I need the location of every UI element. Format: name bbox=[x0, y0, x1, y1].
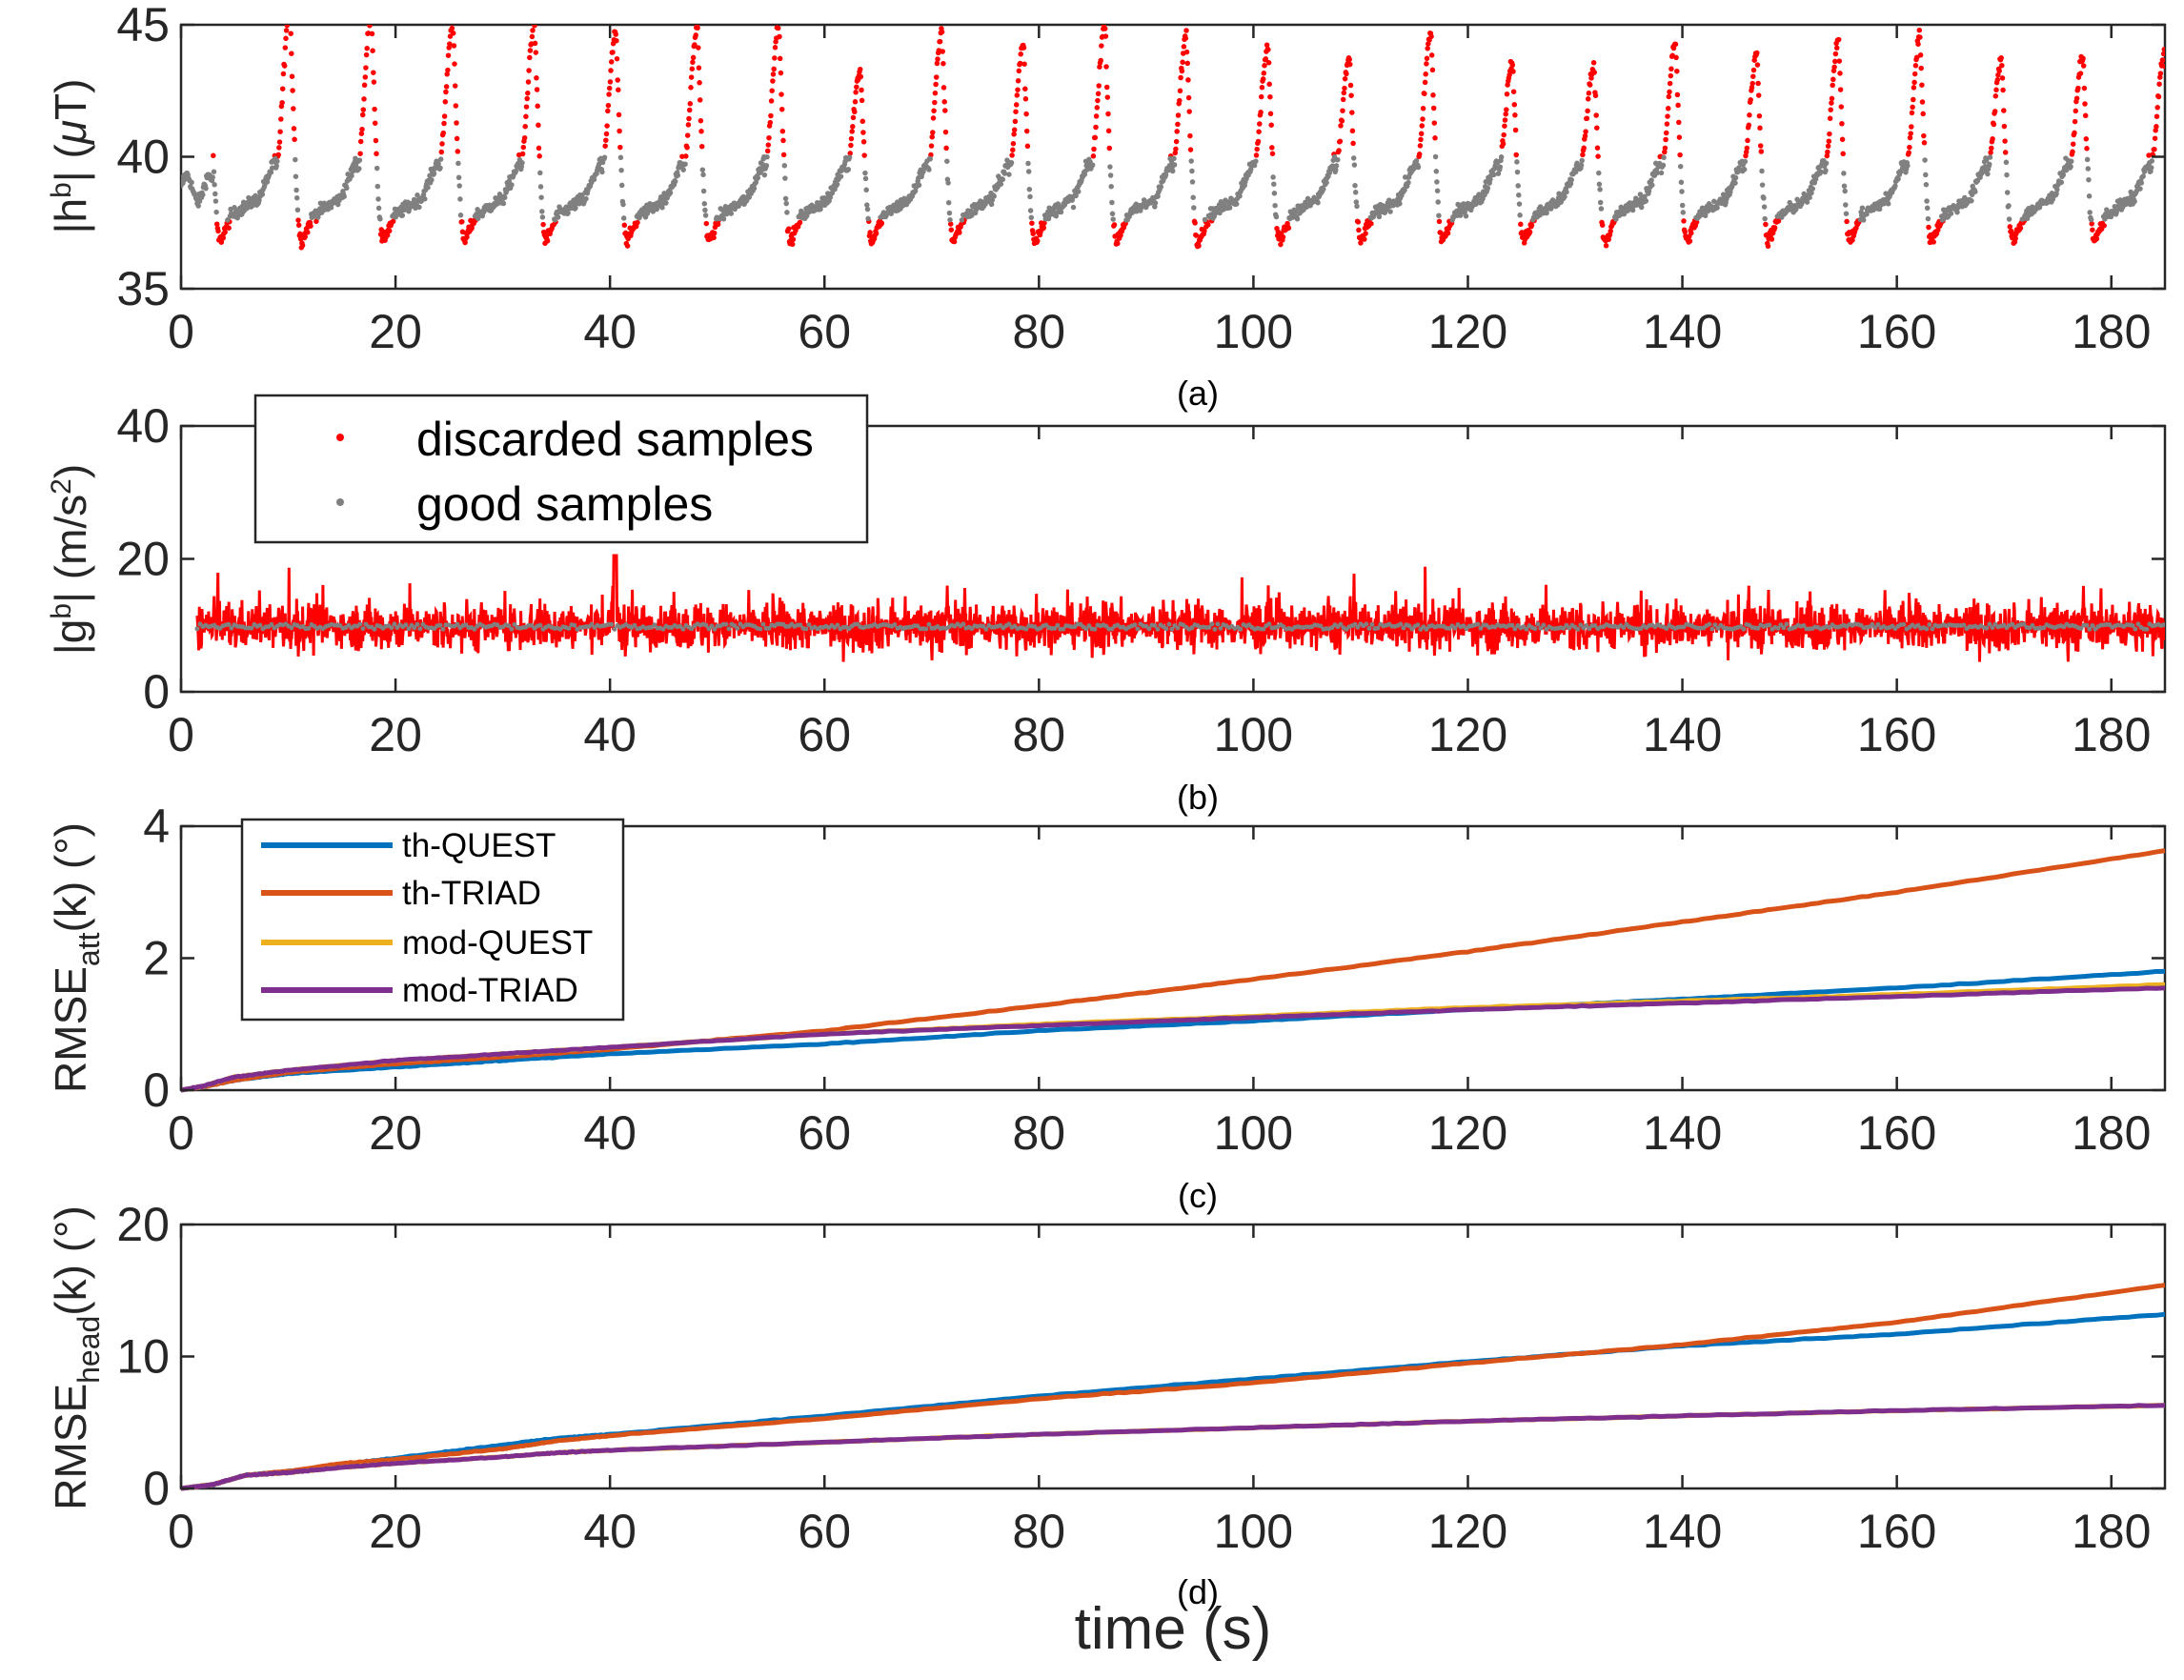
panel-d-plot-area bbox=[179, 1283, 2166, 1491]
panel-d-xtick-label: 60 bbox=[798, 1505, 851, 1558]
panel-b-plot-area bbox=[194, 554, 2165, 662]
panel-b-xtick-label: 60 bbox=[798, 708, 851, 761]
panel-a-xtick-label: 60 bbox=[798, 305, 851, 358]
panel-d-xtick-label: 40 bbox=[583, 1505, 637, 1558]
panel-d-xtick-label: 120 bbox=[1428, 1505, 1507, 1558]
panel-b-xtick-label: 20 bbox=[369, 708, 422, 761]
panel-b-good-samples bbox=[194, 621, 2165, 632]
panel-b-xtick-label: 140 bbox=[1643, 708, 1722, 761]
panel-d-xtick-label: 180 bbox=[2072, 1505, 2151, 1558]
panel-a-ticks: 0 20 40 60 80 100 120 140 160 180 35 40 45 bbox=[116, 0, 2165, 358]
panel-c-ytick-label: 2 bbox=[143, 932, 170, 985]
panel-d-xtick-label: 20 bbox=[369, 1505, 422, 1558]
panel-d-ylabel: RMSEhead(k) (°) bbox=[46, 1205, 106, 1510]
panel-c-ytick-label: 0 bbox=[143, 1063, 170, 1117]
panel-c-xtick-label: 160 bbox=[1857, 1106, 1936, 1160]
panel-c-series-mod-triad bbox=[179, 985, 2166, 1093]
legend-good-label: good samples bbox=[416, 477, 713, 531]
panel-a-ytick-label: 40 bbox=[116, 131, 170, 184]
panel-c-xtick-label: 20 bbox=[369, 1106, 422, 1160]
legend-discarded-label: discarded samples bbox=[416, 413, 814, 466]
legend-mod-triad-label: mod-TRIAD bbox=[402, 972, 578, 1009]
panel-d-ytick-label: 0 bbox=[143, 1462, 170, 1515]
panel-d-xtick-label: 140 bbox=[1643, 1505, 1722, 1558]
legend-th-quest-label: th-QUEST bbox=[402, 827, 556, 864]
panel-c-xtick-label: 0 bbox=[168, 1106, 194, 1160]
panel-c-caption: (c) bbox=[1178, 1176, 1218, 1215]
panel-a-xtick-label: 180 bbox=[2072, 305, 2151, 358]
panel-b-xtick-label: 0 bbox=[168, 708, 194, 761]
panel-c-ylabel: RMSEatt(k) (°) bbox=[46, 822, 106, 1093]
panel-c-xtick-label: 40 bbox=[583, 1106, 637, 1160]
panel-c-ytick-label: 4 bbox=[143, 800, 170, 853]
panel-a-xtick-label: 80 bbox=[1013, 305, 1066, 358]
panel-d-xtick-label: 100 bbox=[1214, 1505, 1293, 1558]
panel-b-xtick-label: 120 bbox=[1428, 708, 1507, 761]
panel-c-xtick-label: 140 bbox=[1643, 1106, 1722, 1160]
panel-a-ylabel: |hb| (μT) bbox=[46, 79, 95, 234]
panel-a-good-samples bbox=[181, 153, 2155, 223]
panel-a-xtick-label: 100 bbox=[1214, 305, 1293, 358]
panel-b-xtick-label: 180 bbox=[2072, 708, 2151, 761]
panel-b-ytick-label: 40 bbox=[116, 399, 170, 453]
panel-d-series-mod-triad bbox=[179, 1403, 2166, 1491]
panel-b-discarded-samples bbox=[195, 554, 2165, 662]
panel-b-ticks: 0 20 40 60 80 100 120 140 160 180 0 20 40 bbox=[116, 399, 2165, 761]
panel-b-legend: discarded samples good samples bbox=[253, 394, 869, 544]
panel-c-xtick-label: 80 bbox=[1013, 1106, 1066, 1160]
panel-d-xtick-label: 160 bbox=[1857, 1505, 1936, 1558]
panel-d-xtick-label: 80 bbox=[1013, 1505, 1066, 1558]
panel-d-caption: (d) bbox=[1177, 1572, 1219, 1611]
panel-c-xtick-label: 180 bbox=[2072, 1106, 2151, 1160]
panel-a: 0 20 40 60 80 100 120 140 160 180 35 40 45 |hb| (μT)… bbox=[46, 0, 2167, 413]
legend-discarded-marker bbox=[336, 434, 344, 441]
x-axis-label: time (s) bbox=[1075, 1596, 1272, 1662]
panel-b-xtick-label: 40 bbox=[583, 708, 637, 761]
panel-b: 0 20 40 60 80 100 120 140 160 180 0 20 40 |gb| (m/s2… bbox=[46, 394, 2167, 817]
panel-a-plot-area bbox=[181, 25, 2165, 251]
legend-good-marker bbox=[336, 498, 344, 506]
panel-b-legend-box bbox=[253, 394, 869, 544]
panel-c-xtick-label: 60 bbox=[798, 1106, 851, 1160]
panel-b-ylabel: |gb| (m/s2) bbox=[46, 464, 95, 655]
panel-a-ytick-label: 35 bbox=[116, 262, 170, 315]
panel-d-ticks: 0 20 40 60 80 100 120 140 160 180 0 10 20 bbox=[116, 1198, 2165, 1558]
panel-d-xtick-label: 0 bbox=[168, 1505, 194, 1558]
panel-d-ytick-label: 20 bbox=[116, 1198, 170, 1251]
panel-a-xtick-label: 0 bbox=[168, 305, 194, 358]
panel-b-caption: (b) bbox=[1177, 778, 1219, 817]
panel-c-legend: th-QUEST th-TRIAD mod-QUEST mod-TRIAD bbox=[240, 818, 625, 1022]
panel-c-ticks: 0 20 40 60 80 100 120 140 160 180 0 2 4 bbox=[143, 800, 2165, 1160]
panel-a-xtick-label: 160 bbox=[1857, 305, 1936, 358]
panel-c-xtick-label: 120 bbox=[1428, 1106, 1507, 1160]
panel-a-discarded-samples bbox=[211, 25, 2165, 251]
panel-a-caption: (a) bbox=[1177, 374, 1219, 413]
panel-c-legend-box bbox=[240, 818, 625, 1022]
panel-a-xtick-label: 140 bbox=[1643, 305, 1722, 358]
panel-b-xtick-label: 100 bbox=[1214, 708, 1293, 761]
panel-d-ytick-label: 10 bbox=[116, 1330, 170, 1384]
panel-d: 0 20 40 60 80 100 120 140 160 180 0 10 20 RMSEhead(k… bbox=[46, 1198, 2167, 1662]
panel-a-xtick-label: 40 bbox=[583, 305, 637, 358]
legend-th-triad-label: th-TRIAD bbox=[402, 875, 541, 912]
panel-b-xtick-label: 80 bbox=[1013, 708, 1066, 761]
panel-a-ytick-label: 45 bbox=[116, 0, 170, 51]
panel-c-xtick-label: 100 bbox=[1214, 1106, 1293, 1160]
panel-a-xtick-label: 120 bbox=[1428, 305, 1507, 358]
legend-mod-quest-label: mod-QUEST bbox=[402, 924, 593, 961]
panel-b-ytick-label: 20 bbox=[116, 533, 170, 586]
panel-b-xtick-label: 160 bbox=[1857, 708, 1936, 761]
panel-b-ytick-label: 0 bbox=[143, 665, 170, 719]
panel-c-plot-area bbox=[179, 848, 2166, 1093]
panel-c: 0 20 40 60 80 100 120 140 160 180 0 2 4 RMSEatt(k) (… bbox=[46, 800, 2167, 1215]
panel-a-xtick-label: 20 bbox=[369, 305, 422, 358]
